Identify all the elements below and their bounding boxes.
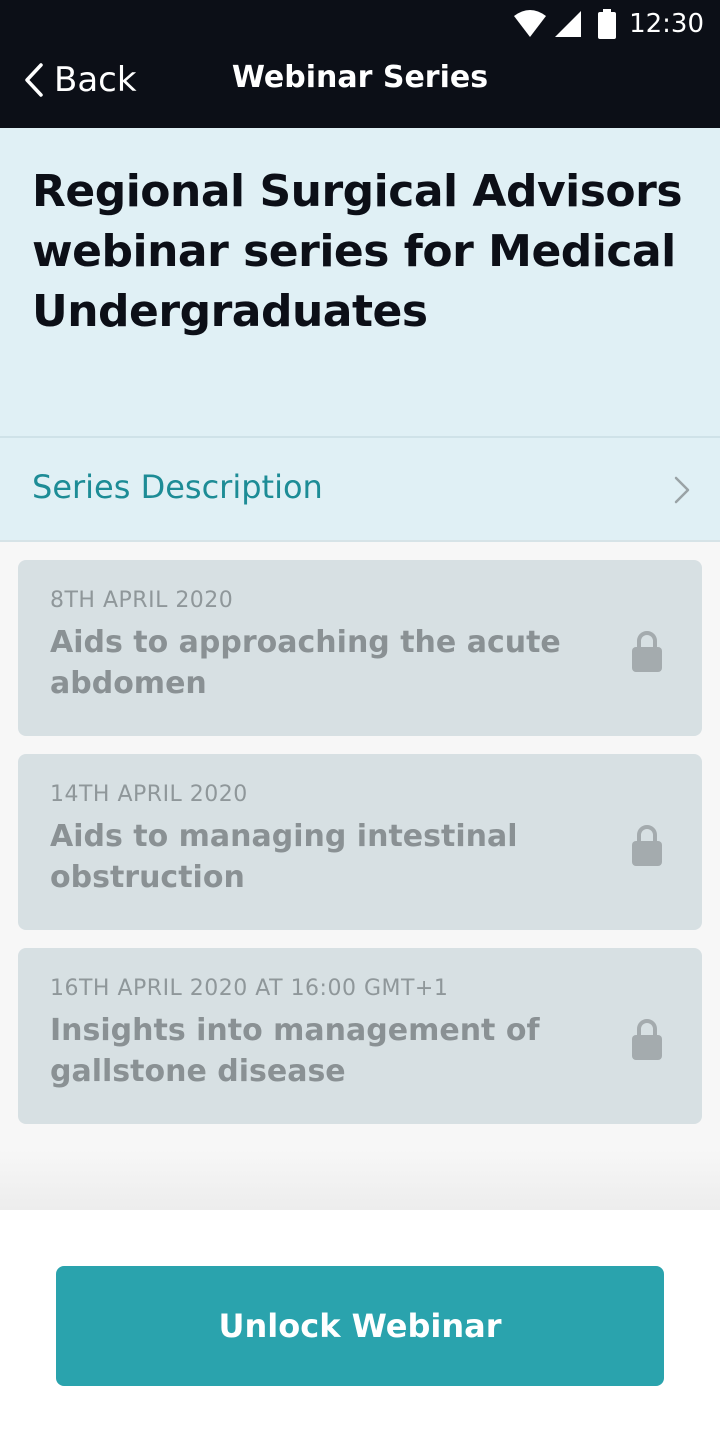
status-bar: 12:30 [0, 0, 720, 48]
back-button[interactable]: Back [24, 58, 137, 102]
status-icons: 12:30 [513, 6, 704, 42]
status-time: 12:30 [629, 9, 704, 39]
chevron-right-icon [674, 476, 690, 504]
lock-icon [632, 1019, 662, 1060]
series-title: Regional Surgical Advisors webinar serie… [32, 166, 683, 337]
session-date: 14TH APRIL 2020 [50, 782, 248, 807]
scroll-fade [0, 1150, 720, 1210]
session-title: Aids to managing intestinal obstruction [50, 819, 518, 895]
nav-bar: Back Webinar Series [0, 50, 720, 110]
series-description-row[interactable]: Series Description [0, 438, 720, 542]
session-date: 8TH APRIL 2020 [50, 588, 234, 613]
session-card[interactable]: 16TH APRIL 2020 AT 16:00 GMT+1 Insights … [18, 948, 702, 1124]
session-card[interactable]: 14TH APRIL 2020 Aids to managing intesti… [18, 754, 702, 930]
session-date: 16TH APRIL 2020 AT 16:00 GMT+1 [50, 976, 449, 1001]
session-title: Insights into management of gallstone di… [50, 1013, 540, 1089]
app-header: 12:30 Back Webinar Series [0, 0, 720, 128]
unlock-webinar-button[interactable]: Unlock Webinar [56, 1266, 664, 1386]
lock-icon [632, 631, 662, 672]
series-description-label: Series Description [32, 468, 323, 506]
footer: Unlock Webinar [0, 1210, 720, 1440]
session-title: Aids to approaching the acute abdomen [50, 625, 561, 701]
page-header-title: Webinar Series [231, 60, 489, 95]
series-title-block: Regional Surgical Advisors webinar serie… [0, 128, 720, 438]
chevron-left-icon [25, 63, 43, 97]
wifi-icon [514, 10, 547, 37]
battery-icon [598, 9, 617, 39]
signal-icon [555, 11, 582, 37]
unlock-webinar-label: Unlock Webinar [218, 1307, 502, 1345]
lock-icon [632, 825, 662, 866]
session-card[interactable]: 8TH APRIL 2020 Aids to approaching the a… [18, 560, 702, 736]
back-label: Back [54, 60, 137, 100]
